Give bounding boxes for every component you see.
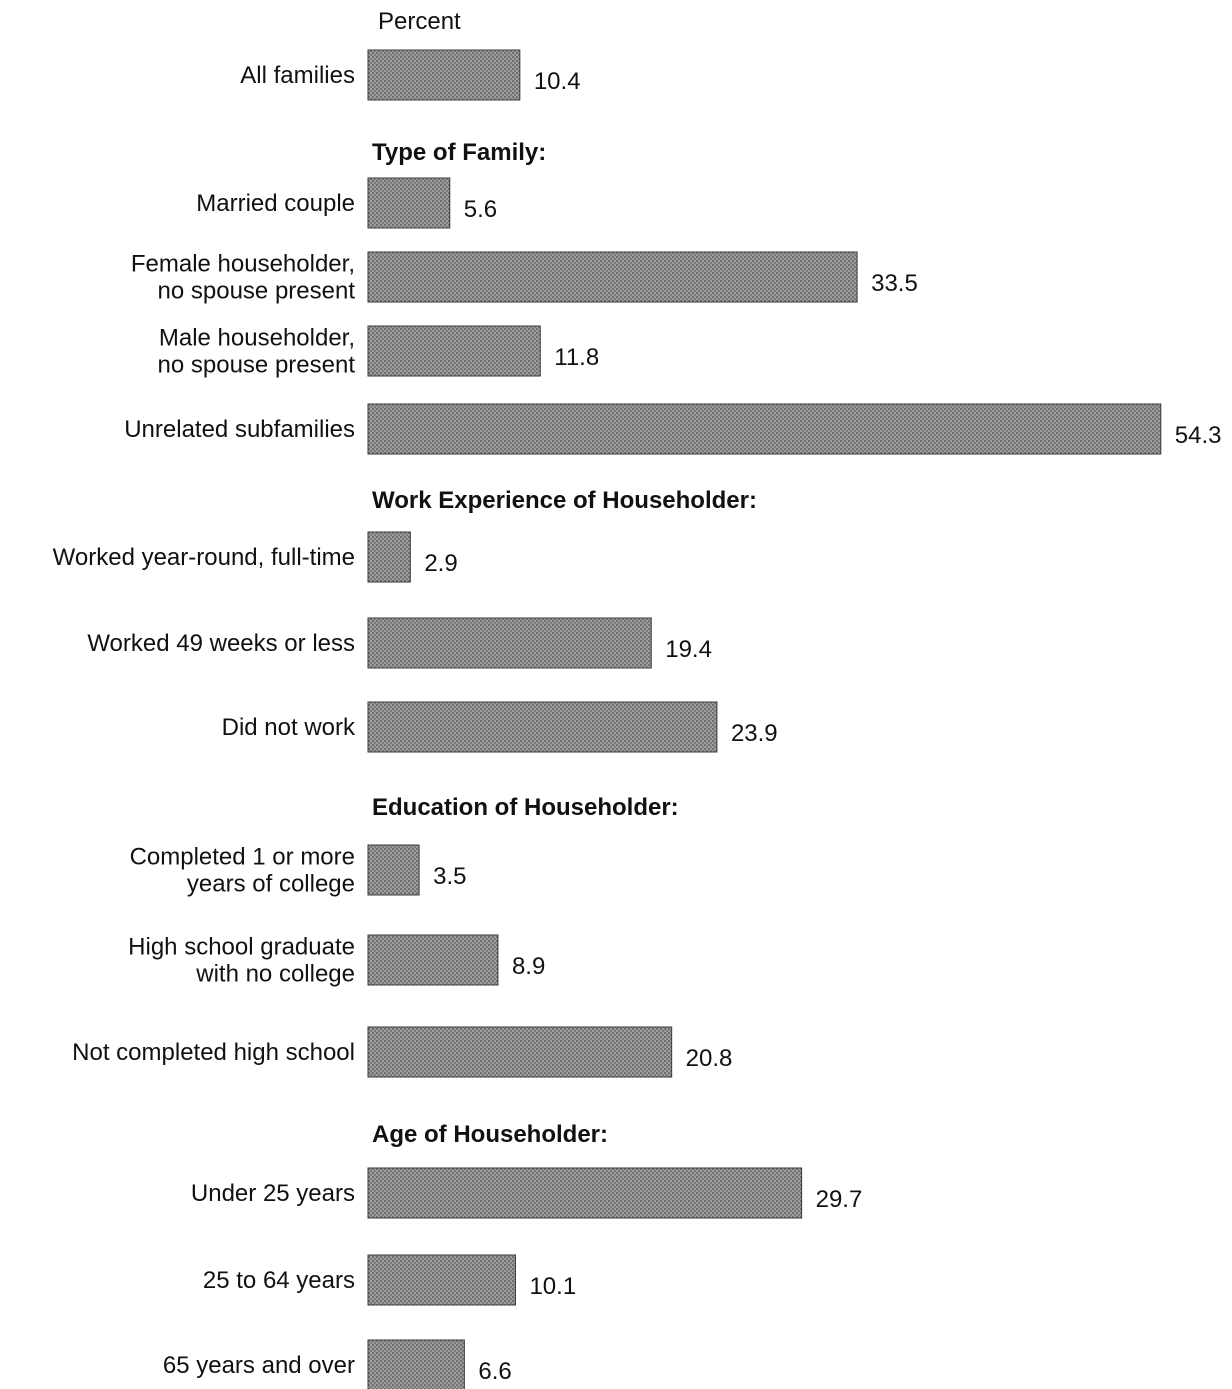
category-label: no spouse present [158,278,356,305]
bar [367,617,652,669]
category-label: years of college [187,871,355,898]
group-header: Age of Householder: [372,1121,608,1148]
value-label: 19.4 [665,636,712,663]
plot-area: 10.4 All families Type of Family: 5.6 Marrie… [53,49,1222,1389]
bar [367,934,499,986]
value-label: 10.1 [529,1273,576,1300]
bar [367,177,451,229]
category-label: All families [240,62,355,89]
bar [367,531,411,583]
bar [367,1339,465,1389]
value-label: 20.8 [686,1045,733,1072]
value-label: 23.9 [731,720,778,747]
bar [367,325,541,377]
value-label: 10.4 [534,68,581,95]
bar [367,701,718,753]
value-label: 2.9 [424,550,457,577]
value-label: 5.6 [464,196,497,223]
group-header: Type of Family: [372,139,546,166]
category-label: High school graduate [128,934,355,961]
category-label: with no college [195,961,355,988]
category-label: no spouse present [158,352,356,379]
category-label: Not completed high school [72,1039,355,1066]
value-label: 6.6 [478,1358,511,1385]
unit-label: Percent [378,8,461,35]
group-header: Work Experience of Householder: [372,487,757,514]
value-label: 54.3 [1175,422,1222,449]
value-label: 3.5 [433,863,466,890]
bar [367,251,858,303]
group-header: Education of Householder: [372,794,679,821]
category-label: Worked 49 weeks or less [87,630,355,657]
category-label: 65 years and over [163,1352,355,1379]
category-label: Worked year-round, full-time [53,544,355,571]
bar [367,1026,673,1078]
bar [367,1254,516,1306]
bar [367,403,1162,455]
category-label: Under 25 years [191,1180,355,1207]
category-label: Unrelated subfamilies [124,416,355,443]
value-label: 29.7 [816,1186,863,1213]
category-label: Did not work [222,714,356,741]
category-label: Completed 1 or more [130,844,355,871]
value-label: 33.5 [871,270,918,297]
value-label: 8.9 [512,953,545,980]
category-label: Married couple [196,190,355,217]
category-label: 25 to 64 years [203,1267,355,1294]
value-label: 11.8 [554,344,599,371]
category-label: Male householder, [159,325,355,352]
category-label: Female householder, [131,251,355,278]
bar [367,1167,803,1219]
bar [367,49,521,101]
bar [367,844,420,896]
